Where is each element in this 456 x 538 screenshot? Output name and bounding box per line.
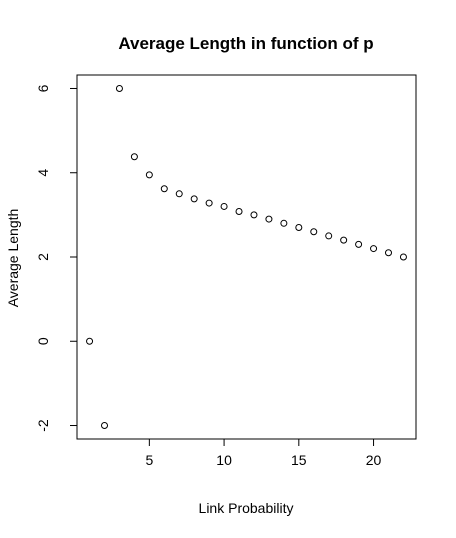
- data-point: [145, 171, 153, 179]
- data-point: [280, 219, 288, 227]
- data-point: [310, 228, 318, 236]
- x-axis: 5 10 15 20: [145, 439, 382, 468]
- data-point: [370, 245, 378, 253]
- data-point: [130, 153, 138, 161]
- y-axis-label: Average Length: [5, 209, 21, 308]
- data-point: [86, 337, 94, 345]
- y-tick-label: 6: [35, 84, 51, 92]
- data-point: [265, 215, 273, 223]
- data-point: [115, 84, 123, 92]
- y-tick-label: 4: [35, 169, 51, 177]
- data-point: [340, 236, 348, 244]
- data-point: [355, 240, 363, 248]
- data-point: [384, 249, 392, 257]
- x-tick-label: 10: [216, 452, 232, 468]
- x-axis-label: Link Probability: [199, 500, 294, 516]
- y-tick-label: 2: [35, 253, 51, 261]
- y-tick-label: 0: [35, 337, 51, 345]
- data-point: [205, 199, 213, 207]
- y-axis: -2 0 2 4 6: [35, 84, 77, 432]
- data-point: [220, 202, 228, 210]
- chart-title: Average Length in function of p: [118, 34, 373, 53]
- data-point: [250, 211, 258, 219]
- data-point: [190, 195, 198, 203]
- data-point: [295, 224, 303, 232]
- y-tick-label: -2: [35, 419, 51, 432]
- data-point: [399, 253, 407, 261]
- data-point: [101, 422, 109, 430]
- data-point: [160, 185, 168, 193]
- data-point: [235, 208, 243, 215]
- data-point: [325, 232, 333, 240]
- data-points: [86, 84, 407, 430]
- x-tick-label: 15: [291, 452, 307, 468]
- data-point: [175, 190, 183, 198]
- x-tick-label: 5: [145, 452, 153, 468]
- x-tick-label: 20: [366, 452, 382, 468]
- plot-area: [76, 74, 417, 440]
